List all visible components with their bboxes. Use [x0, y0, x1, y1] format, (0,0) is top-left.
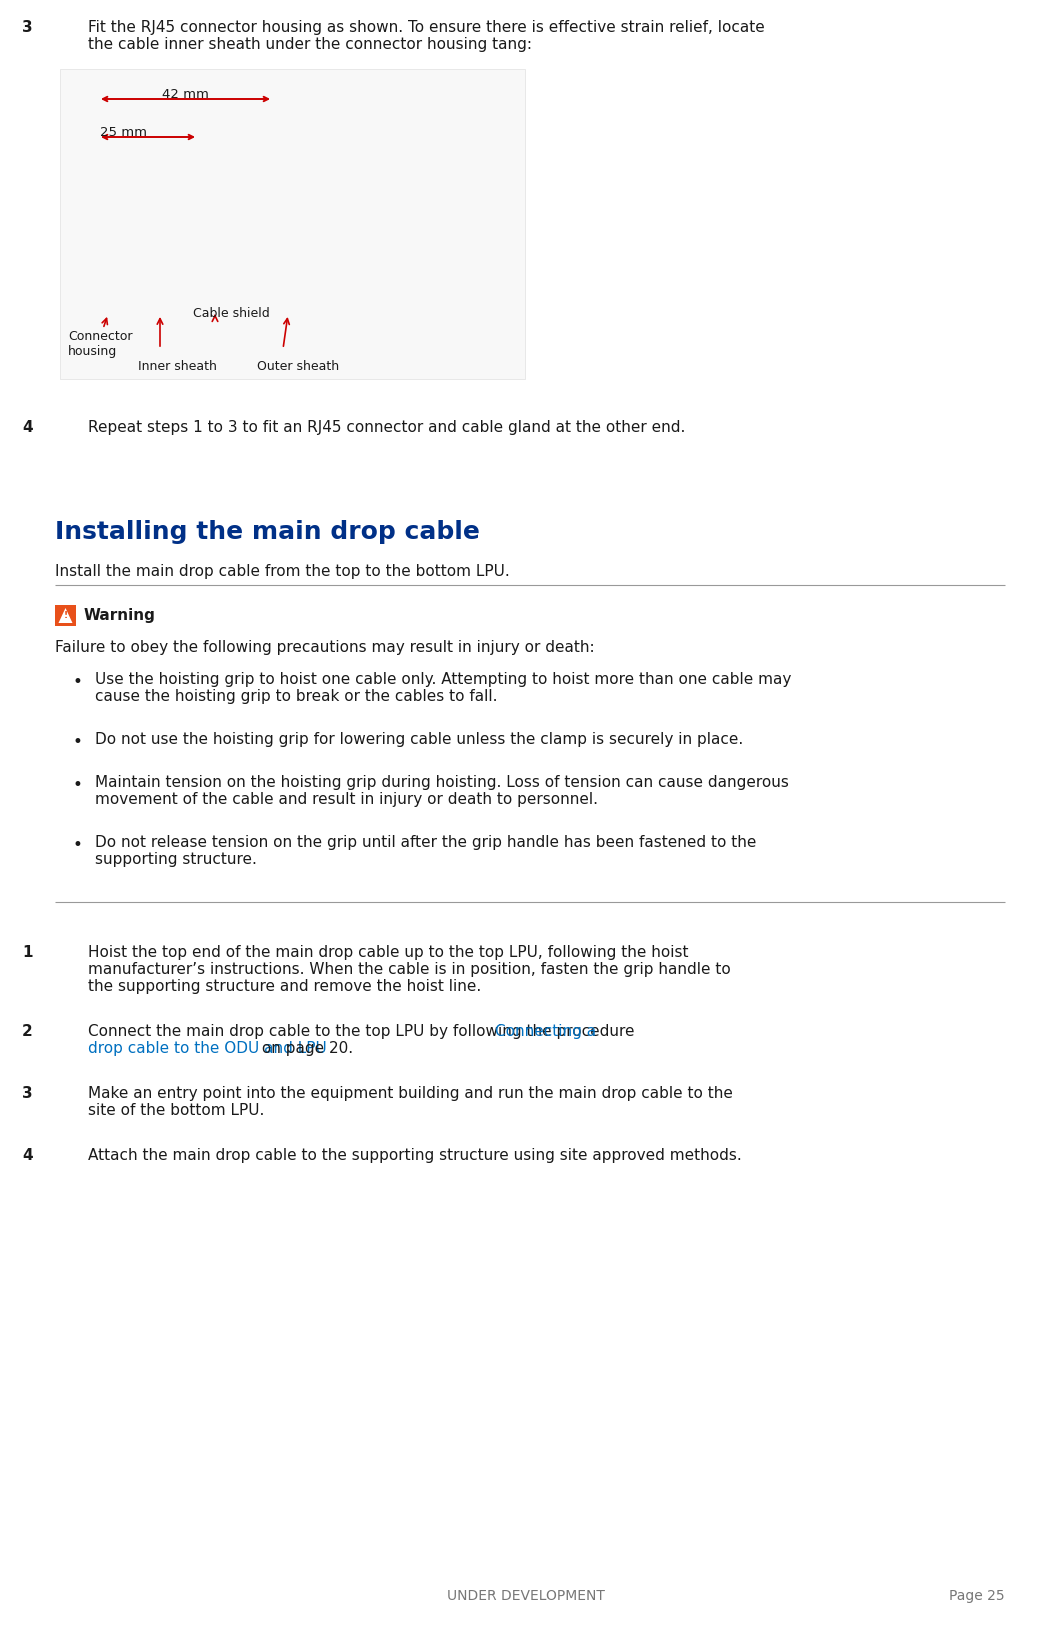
Text: on page 20.: on page 20. [257, 1040, 353, 1055]
Text: 4: 4 [22, 421, 33, 435]
Polygon shape [59, 608, 73, 624]
Text: UNDER DEVELOPMENT: UNDER DEVELOPMENT [448, 1588, 604, 1602]
Text: 42 mm: 42 mm [161, 88, 208, 101]
Text: Connector
housing: Connector housing [68, 329, 133, 357]
Text: Connect the main drop cable to the top LPU by following the procedure: Connect the main drop cable to the top L… [88, 1024, 639, 1038]
Text: manufacturer’s instructions. When the cable is in position, fasten the grip hand: manufacturer’s instructions. When the ca… [88, 962, 731, 976]
Text: the supporting structure and remove the hoist line.: the supporting structure and remove the … [88, 978, 481, 993]
Text: Fit the RJ45 connector housing as shown. To ensure there is effective strain rel: Fit the RJ45 connector housing as shown.… [88, 20, 764, 34]
Text: Make an entry point into the equipment building and run the main drop cable to t: Make an entry point into the equipment b… [88, 1086, 733, 1100]
Text: Installing the main drop cable: Installing the main drop cable [55, 520, 480, 544]
Text: 3: 3 [22, 20, 33, 34]
Text: 1: 1 [22, 944, 33, 960]
Text: •: • [73, 836, 83, 854]
Text: Outer sheath: Outer sheath [257, 360, 339, 373]
Text: 4: 4 [22, 1148, 33, 1162]
Text: •: • [73, 673, 83, 691]
Text: movement of the cable and result in injury or death to personnel.: movement of the cable and result in inju… [95, 792, 598, 807]
Text: 2: 2 [22, 1024, 33, 1038]
Text: Attach the main drop cable to the supporting structure using site approved metho: Attach the main drop cable to the suppor… [88, 1148, 741, 1162]
Text: •: • [73, 776, 83, 794]
Text: Maintain tension on the hoisting grip during hoisting. Loss of tension can cause: Maintain tension on the hoisting grip du… [95, 774, 789, 789]
FancyBboxPatch shape [55, 606, 76, 626]
Text: Connecting a: Connecting a [495, 1024, 597, 1038]
Text: Install the main drop cable from the top to the bottom LPU.: Install the main drop cable from the top… [55, 564, 510, 579]
Text: supporting structure.: supporting structure. [95, 851, 257, 867]
Text: Inner sheath: Inner sheath [138, 360, 217, 373]
Text: •: • [73, 732, 83, 750]
FancyBboxPatch shape [60, 70, 525, 380]
Text: the cable inner sheath under the connector housing tang:: the cable inner sheath under the connect… [88, 37, 532, 52]
Text: Cable shield: Cable shield [193, 306, 270, 319]
Text: !: ! [63, 610, 67, 619]
Text: drop cable to the ODU and LPU: drop cable to the ODU and LPU [88, 1040, 326, 1055]
Text: Do not release tension on the grip until after the grip handle has been fastened: Do not release tension on the grip until… [95, 835, 756, 849]
Text: site of the bottom LPU.: site of the bottom LPU. [88, 1102, 264, 1117]
Text: cause the hoisting grip to break or the cables to fall.: cause the hoisting grip to break or the … [95, 688, 497, 704]
Text: Warning: Warning [84, 608, 156, 623]
Text: Hoist the top end of the main drop cable up to the top LPU, following the hoist: Hoist the top end of the main drop cable… [88, 944, 689, 960]
Text: Use the hoisting grip to hoist one cable only. Attempting to hoist more than one: Use the hoisting grip to hoist one cable… [95, 672, 792, 686]
Text: Page 25: Page 25 [950, 1588, 1005, 1602]
Text: 3: 3 [22, 1086, 33, 1100]
Text: Failure to obey the following precautions may result in injury or death:: Failure to obey the following precaution… [55, 639, 595, 655]
Text: Repeat steps 1 to 3 to fit an RJ45 connector and cable gland at the other end.: Repeat steps 1 to 3 to fit an RJ45 conne… [88, 421, 686, 435]
Text: 25 mm: 25 mm [100, 126, 147, 139]
Text: Do not use the hoisting grip for lowering cable unless the clamp is securely in : Do not use the hoisting grip for lowerin… [95, 732, 743, 747]
